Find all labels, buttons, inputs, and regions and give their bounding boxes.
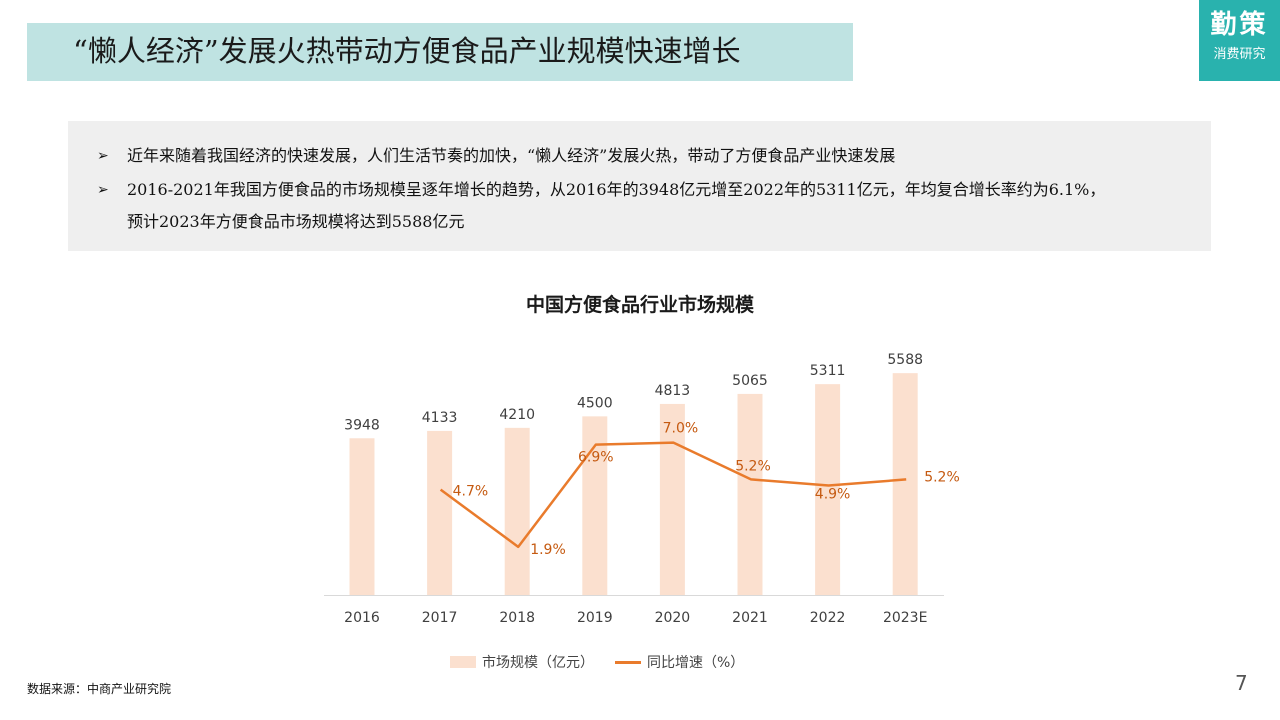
growth-label: 5.2% [924, 469, 960, 485]
bar [582, 416, 608, 595]
brand-logo: 勤策 消费研究 [1199, 0, 1280, 81]
summary-text-2: 2016-2021年我国方便食品的市场规模呈逐年增长的趋势，从2016年的394… [127, 180, 1106, 199]
growth-label: 7.0% [663, 421, 699, 437]
logo-main-text: 勤策 [1210, 10, 1269, 40]
x-tick-label: 2017 [422, 610, 458, 626]
growth-label: 1.9% [530, 542, 566, 558]
page-title: “懒人经济”发展火热带动方便食品产业规模快速增长 [73, 34, 741, 68]
bar-value-label: 5065 [732, 373, 768, 389]
growth-line [439, 441, 907, 549]
logo-sub-text: 消费研究 [1213, 47, 1266, 62]
x-tick-label: 2021 [732, 610, 768, 626]
bar-value-label: 4813 [655, 383, 691, 399]
x-tick-label: 2016 [344, 610, 380, 626]
x-tick-label: 2019 [577, 610, 613, 626]
chart-title: 中国方便食品行业市场规模 [525, 294, 754, 316]
summary-text-3: 预计2023年方便食品市场规模将达到5588亿元 [127, 212, 465, 231]
bar-value-label: 5311 [810, 363, 846, 379]
x-tick-label: 2020 [655, 610, 691, 626]
bar [504, 427, 530, 595]
bar [815, 384, 841, 595]
page-number: 7 [1235, 671, 1248, 695]
x-tick-label: 2023E [883, 610, 927, 626]
summary-box: ➢ 近年来随着我国经济的快速发展，人们生活节奏的加快，“懒人经济”发展火热，带动… [68, 121, 1211, 251]
x-tick-label: 2018 [499, 610, 535, 626]
bar-value-label: 4500 [577, 395, 613, 411]
legend-label-bar: 市场规模（亿元） [482, 655, 594, 671]
growth-label: 5.2% [735, 458, 771, 474]
bar [427, 430, 453, 595]
data-source: 数据来源：中商产业研究院 [27, 682, 172, 696]
bar [659, 403, 685, 595]
growth-label: 4.9% [815, 487, 851, 503]
arrow-bullet-icon: ➢ [97, 148, 109, 164]
growth-label: 6.9% [578, 450, 614, 466]
legend-line-swatch [615, 661, 641, 664]
bar-value-label: 4133 [422, 410, 458, 426]
x-tick-label: 2022 [810, 610, 846, 626]
legend-label-line: 同比增速（%） [647, 655, 745, 671]
arrow-bullet-icon: ➢ [97, 182, 109, 198]
bar [892, 373, 918, 595]
bar [737, 393, 763, 595]
bar-value-label: 3948 [344, 417, 380, 433]
bar-value-label: 4210 [499, 407, 535, 423]
bar-value-label: 5588 [887, 352, 923, 368]
market-size-chart: 3948 4133 4210 4500 4813 5065 5311 5588 2016 2017… [324, 352, 960, 626]
legend-bar-swatch [450, 656, 476, 668]
bar [349, 438, 375, 595]
title-band: “懒人经济”发展火热带动方便食品产业规模快速增长 [27, 23, 853, 81]
summary-text-1: 近年来随着我国经济的快速发展，人们生活节奏的加快，“懒人经济”发展火热，带动了方… [127, 146, 896, 165]
growth-label: 4.7% [453, 484, 489, 500]
